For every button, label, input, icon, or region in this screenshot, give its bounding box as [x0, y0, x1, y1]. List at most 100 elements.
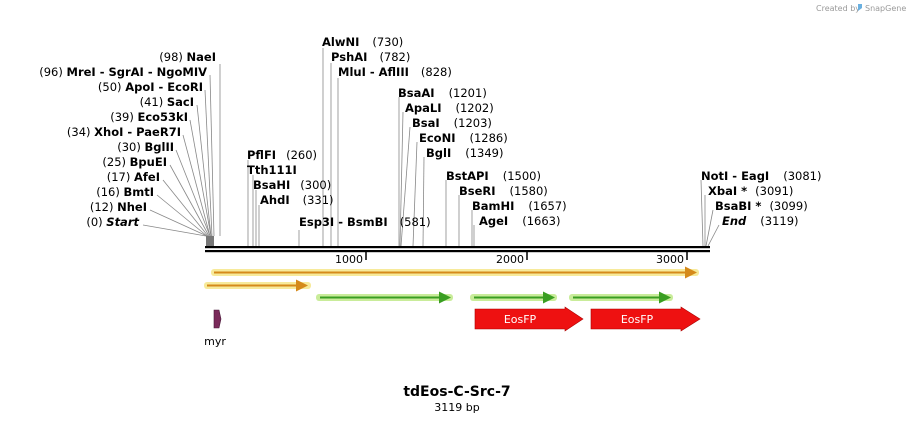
snapgene-watermark: Created by SnapGene: [816, 4, 906, 13]
site-pos: (25): [102, 155, 126, 169]
svg-text:AhdI(331): AhdI (331): [260, 193, 334, 207]
mcs-cluster-marker: [206, 236, 214, 246]
site-name-end: End: [722, 214, 747, 228]
sites-mid-b-group: AlwNI (730) PshAI (782) MluI - AflIII (828): [322, 35, 452, 79]
feature-myr: myr: [204, 309, 226, 348]
site-pos: (1663): [522, 214, 560, 228]
svg-text:Esp3I - BsmBI(581): Esp3I - BsmBI (581): [299, 215, 431, 229]
site-pos: (3091): [755, 184, 793, 198]
svg-text:(16) BmtI: (16) BmtI: [96, 185, 154, 199]
site-name: BsaBI *: [715, 199, 761, 213]
site-esp3i-group: Esp3I - BsmBI (581): [299, 215, 431, 229]
site-name: Eco53kI: [137, 110, 188, 124]
orf-reverse-1: [316, 291, 453, 304]
svg-text:(41) SacI: (41) SacI: [140, 95, 194, 109]
site-name: NotI - EagI: [701, 169, 769, 183]
site-pos: (1203): [454, 116, 492, 130]
site-name: PflFI: [247, 148, 276, 162]
site-pos: (3119): [760, 214, 798, 228]
svg-text:Tth111I: Tth111I: [247, 163, 297, 177]
site-pos: (1202): [456, 101, 494, 115]
site-pos: (300): [300, 178, 331, 192]
site-pos: (1201): [449, 86, 487, 100]
svg-text:NotI - EagI(3081): NotI - EagI (3081): [701, 169, 821, 183]
site-pos: (1286): [469, 131, 507, 145]
leader-lines-left: [142, 64, 221, 237]
tick-label: 1000: [335, 253, 363, 266]
site-name: BseRI: [459, 184, 496, 198]
site-pos: (1657): [528, 199, 566, 213]
svg-text:(39) Eco53kI: (39) Eco53kI: [110, 110, 188, 124]
svg-text:MluI - AflIII(828): MluI - AflIII (828): [338, 65, 452, 79]
site-name: BstAPI: [446, 169, 489, 183]
svg-text:(34) XhoI - PaeR7I: (34) XhoI - PaeR7I: [67, 125, 181, 139]
site-pos: (3099): [769, 199, 807, 213]
watermark-prefix: Created by: [816, 4, 860, 13]
svg-text:(30) BglII: (30) BglII: [117, 140, 174, 154]
svg-text:BstAPI(1500): BstAPI (1500): [446, 169, 541, 183]
orf-reverse-3: [569, 291, 673, 304]
svg-text:ApaLI(1202): ApaLI (1202): [405, 101, 494, 115]
site-name: AfeI: [134, 170, 160, 184]
tick-label: 2000: [496, 253, 524, 266]
svg-text:(50) ApoI - EcoRI: (50) ApoI - EcoRI: [98, 80, 203, 94]
svg-text:(96) MreI - SgrAI - NgoMIV: (96) MreI - SgrAI - NgoMIV: [39, 65, 207, 79]
site-name: AgeI: [479, 214, 508, 228]
site-name: XhoI - PaeR7I: [94, 125, 181, 139]
site-pos: (331): [303, 193, 334, 207]
site-name: PshAI: [331, 50, 367, 64]
svg-text:(98) NaeI: (98) NaeI: [159, 50, 216, 64]
svg-text:PflFI(260): PflFI (260): [247, 148, 317, 162]
orf-forward-long: [211, 266, 699, 279]
site-pos: (34): [67, 125, 91, 139]
site-name: Tth111I: [247, 163, 297, 177]
orf-forward-short: [204, 279, 311, 292]
map-length: 3119 bp: [434, 401, 479, 414]
site-name: MluI - AflIII: [338, 65, 409, 79]
orf-reverse-2: [470, 291, 557, 304]
svg-text:AgeI(1663): AgeI (1663): [479, 214, 560, 228]
snapgene-logo-icon: [858, 4, 862, 11]
site-name: ApoI - EcoRI: [125, 80, 203, 94]
feature-label: myr: [204, 335, 226, 348]
svg-text:XbaI *(3091): XbaI * (3091): [708, 184, 793, 198]
site-name: AlwNI: [322, 35, 359, 49]
site-pos: (0): [86, 215, 102, 229]
site-name: BglII: [145, 140, 175, 154]
svg-text:(17) AfeI: (17) AfeI: [107, 170, 160, 184]
svg-text:AlwNI(730): AlwNI (730): [322, 35, 403, 49]
site-name: Esp3I - BsmBI: [299, 215, 388, 229]
site-name: NaeI: [187, 50, 216, 64]
site-pos: (96): [39, 65, 63, 79]
watermark-brand: SnapGene: [865, 4, 906, 13]
site-pos: (39): [110, 110, 134, 124]
feature-eosfp-1: EosFP: [474, 306, 584, 332]
site-pos: (782): [379, 50, 410, 64]
feature-label: EosFP: [621, 313, 654, 326]
site-pos: (17): [107, 170, 131, 184]
site-pos: (16): [96, 185, 120, 199]
tick-label: 3000: [656, 253, 684, 266]
sites-mid-c-group: BsaAI (1201) ApaLI (1202) BsaI (1203) EcoNI…: [398, 86, 508, 160]
svg-text:BsaI(1203): BsaI (1203): [412, 116, 492, 130]
site-pos: (98): [159, 50, 183, 64]
site-pos: (1500): [503, 169, 541, 183]
svg-text:BglI(1349): BglI (1349): [426, 146, 503, 160]
leader-lines-mid: [247, 48, 720, 247]
site-name: EcoNI: [419, 131, 455, 145]
sites-mid-a-group: PflFI (260) Tth111I BsaHI (300) AhdI (331): [247, 148, 334, 207]
site-name-start: Start: [106, 215, 139, 229]
svg-text:EcoNI(1286): EcoNI (1286): [419, 131, 508, 145]
svg-text:(12) NheI: (12) NheI: [90, 200, 147, 214]
site-name: BsaAI: [398, 86, 435, 100]
svg-text:PshAI(782): PshAI (782): [331, 50, 410, 64]
site-name: AhdI: [260, 193, 290, 207]
map-title: tdEos-C-Src-7: [403, 384, 510, 400]
site-pos: (30): [117, 140, 141, 154]
feature-eosfp-2: EosFP: [590, 306, 701, 332]
site-pos: (581): [400, 215, 431, 229]
svg-text:BseRI(1580): BseRI (1580): [459, 184, 548, 198]
site-pos: (1580): [510, 184, 548, 198]
feature-label: EosFP: [504, 313, 537, 326]
site-name: BmtI: [123, 185, 154, 199]
